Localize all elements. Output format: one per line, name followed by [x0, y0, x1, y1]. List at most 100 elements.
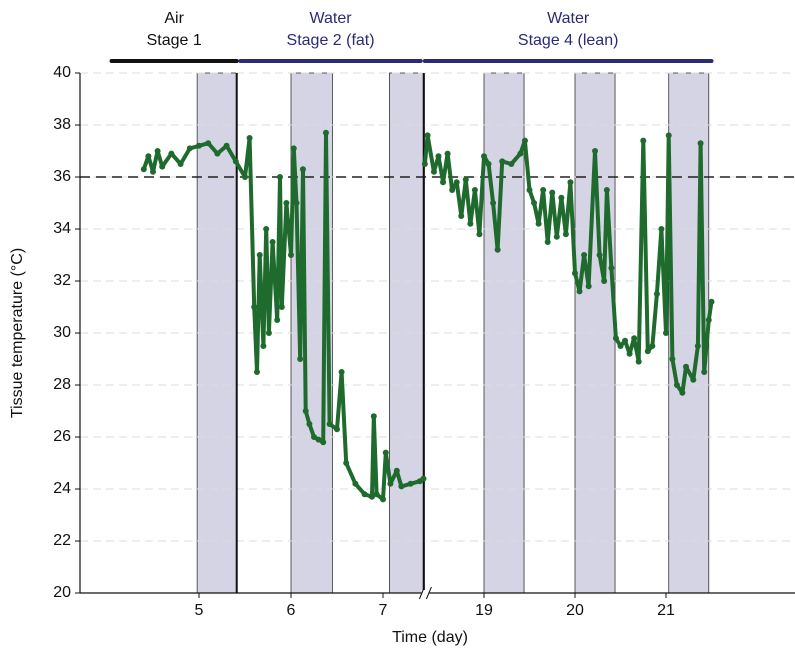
data-point: [708, 298, 715, 305]
data-point: [476, 231, 483, 238]
data-point: [617, 343, 624, 349]
data-point: [462, 176, 469, 183]
data-point: [453, 179, 460, 186]
data-point: [644, 348, 651, 355]
data-point: [140, 166, 147, 173]
data-point: [697, 140, 704, 147]
data-point: [494, 246, 501, 253]
data-point: [471, 187, 478, 193]
x-tick-label: 7: [379, 602, 388, 619]
data-point: [311, 434, 317, 440]
data-point: [490, 200, 497, 206]
data-point: [260, 343, 267, 349]
data-point: [705, 317, 712, 323]
data-point: [297, 356, 304, 362]
data-point: [370, 413, 377, 420]
data-point: [458, 213, 465, 219]
data-point: [612, 335, 619, 342]
data-point: [283, 200, 290, 206]
y-tick-label: 40: [53, 64, 71, 81]
data-point: [665, 132, 672, 139]
data-point: [145, 153, 152, 160]
data-point: [658, 226, 665, 232]
data-point: [256, 252, 263, 258]
data-point: [150, 168, 156, 175]
y-tick-label: 38: [53, 116, 71, 133]
axis-break: [418, 586, 425, 600]
data-point: [251, 304, 258, 310]
data-point: [540, 187, 547, 193]
data-point: [626, 350, 633, 357]
data-point: [649, 343, 656, 349]
data-point: [683, 363, 690, 370]
data-point: [368, 493, 375, 500]
data-point: [288, 252, 294, 258]
data-point: [608, 265, 615, 271]
data-point: [398, 483, 405, 490]
data-point: [253, 369, 260, 375]
stage-label: Stage 4 (lean): [518, 32, 619, 49]
x-tick-label: 21: [657, 602, 675, 619]
data-point: [440, 179, 447, 186]
y-axis-label: Tissue temperature (°C): [9, 248, 26, 418]
data-point: [263, 226, 270, 232]
data-point: [526, 187, 533, 193]
data-point: [343, 460, 350, 466]
data-point: [562, 231, 569, 238]
data-point: [276, 174, 283, 180]
data-point: [549, 189, 556, 196]
data-point: [387, 480, 394, 487]
data-point: [635, 358, 642, 365]
data-point: [531, 200, 538, 206]
data-point: [444, 150, 451, 157]
data-point: [159, 163, 166, 170]
data-point: [521, 137, 528, 144]
data-point: [694, 343, 701, 349]
data-point: [673, 382, 680, 388]
data-point: [246, 135, 253, 141]
data-point: [361, 491, 368, 498]
data-point: [421, 161, 428, 167]
data-point: [430, 168, 437, 175]
data-point: [373, 491, 380, 498]
data-point: [449, 187, 456, 193]
x-tick-label: 19: [475, 602, 493, 619]
data-point: [315, 436, 322, 443]
data-point: [232, 158, 239, 165]
data-point: [558, 194, 565, 201]
data-point: [467, 220, 474, 227]
data-point: [205, 140, 212, 147]
data-point: [622, 337, 629, 344]
data-point: [299, 166, 306, 173]
data-point: [302, 408, 309, 414]
data-point: [269, 239, 276, 245]
data-point: [596, 252, 603, 258]
data-point: [663, 330, 669, 336]
data-point: [499, 158, 506, 165]
data-point: [306, 421, 313, 427]
data-point: [382, 449, 389, 456]
data-point: [485, 161, 492, 167]
data-point: [420, 475, 427, 482]
y-tick-label: 20: [53, 584, 71, 601]
data-point: [679, 389, 686, 396]
y-tick-label: 22: [53, 532, 71, 549]
data-point: [653, 291, 660, 297]
data-point: [601, 278, 608, 284]
stage-label: Stage 1: [147, 32, 202, 49]
data-point: [186, 145, 193, 152]
x-tick-label: 6: [287, 602, 296, 619]
data-point: [701, 369, 708, 375]
temperature-line: [141, 130, 425, 502]
data-point: [424, 132, 431, 139]
data-point: [535, 220, 542, 227]
data-point: [603, 187, 610, 193]
y-tick-label: 30: [53, 324, 71, 341]
data-point: [265, 330, 272, 336]
x-tick-label: 5: [195, 602, 204, 619]
data-point: [293, 200, 300, 206]
data-point: [631, 335, 638, 342]
y-tick-label: 36: [53, 168, 71, 185]
data-point: [274, 317, 281, 323]
